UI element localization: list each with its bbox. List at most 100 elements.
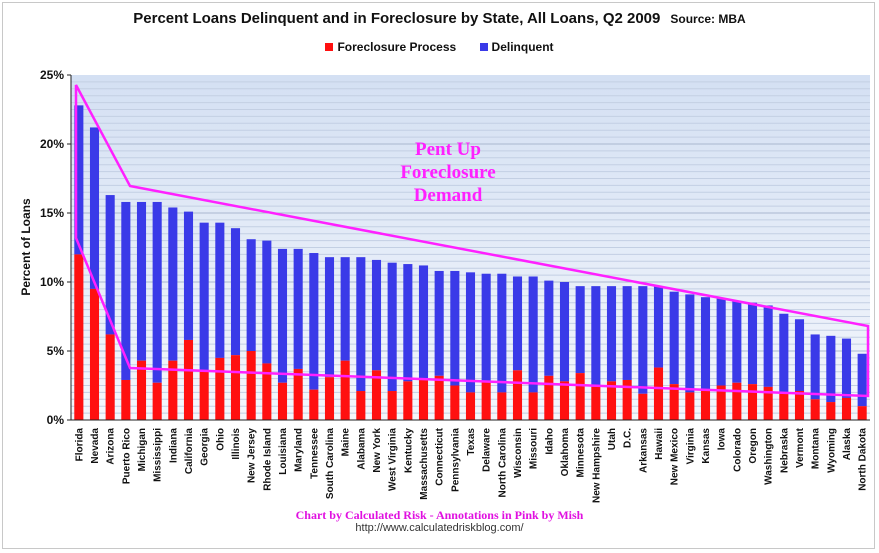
- bar-delinquent-california: [183, 211, 194, 340]
- x-tick-label: Maine: [341, 428, 352, 457]
- bar-foreclosure-new-mexico: [669, 384, 679, 420]
- bar-delinquent-montana: [810, 334, 820, 400]
- bar-foreclosure-florida: [74, 254, 84, 420]
- x-tick-label: Utah: [607, 428, 618, 450]
- bar-foreclosure-washington: [763, 386, 773, 420]
- legend-swatch-foreclosure: [325, 42, 334, 51]
- bar-delinquent-wisconsin: [512, 276, 523, 371]
- x-tick-label: Louisiana: [278, 428, 289, 475]
- bar-foreclosure-louisiana: [277, 382, 288, 420]
- bar-delinquent-nebraska: [779, 313, 789, 394]
- bar-foreclosure-montana: [810, 399, 820, 420]
- bar-foreclosure-south-carolina: [324, 377, 335, 420]
- bar-delinquent-arkansas: [638, 286, 648, 394]
- x-tick-label: Oregon: [748, 428, 759, 464]
- bar-delinquent-oregon: [747, 302, 758, 385]
- bar-delinquent-texas: [465, 272, 476, 393]
- x-tick-label: Alabama: [356, 428, 367, 470]
- bar-foreclosure-kansas: [700, 391, 711, 420]
- bar-foreclosure-nevada: [89, 288, 100, 420]
- x-tick-label: Massachusetts: [419, 428, 430, 500]
- bar-foreclosure-utah: [606, 381, 617, 420]
- bar-delinquent-alabama: [356, 257, 366, 392]
- bar-foreclosure-delaware: [481, 381, 491, 420]
- bar-delinquent-minnesota: [575, 286, 585, 374]
- y-axis: 0% 5% 10% 15% 20% 25%: [40, 68, 72, 427]
- x-tick-label: Oklahoma: [560, 428, 571, 477]
- legend-item-foreclosure: Foreclosure Process: [325, 40, 456, 54]
- bar-delinquent-south-carolina: [324, 257, 335, 378]
- x-tick-label: New York: [372, 428, 383, 473]
- x-tick-label: Colorado: [732, 428, 743, 472]
- bar-delinquent-new-jersey: [246, 239, 256, 351]
- bar-delinquent-utah: [606, 286, 617, 382]
- bar-delinquent-d-c-: [622, 286, 632, 380]
- bar-delinquent-maryland: [293, 248, 303, 369]
- y-axis-title: Percent of Loans: [19, 198, 33, 296]
- bar-foreclosure-georgia: [199, 371, 209, 420]
- x-tick-label: Iowa: [717, 428, 728, 451]
- x-tick-label: Washington: [764, 428, 775, 485]
- bar-delinquent-wyoming: [826, 335, 836, 403]
- bar-delinquent-rhode-island: [262, 240, 272, 364]
- x-tick-label: West Virginia: [388, 428, 399, 491]
- bar-delinquent-kansas: [700, 297, 711, 392]
- x-tick-label: Kentucky: [403, 428, 414, 473]
- y-tick-label: 25%: [40, 68, 64, 82]
- bar-foreclosure-tennessee: [309, 389, 319, 420]
- x-tick-label: Missouri: [529, 428, 540, 469]
- bar-foreclosure-virginia: [685, 392, 695, 420]
- bar-foreclosure-new-york: [371, 370, 382, 420]
- x-tick-label: New Hampshire: [591, 428, 602, 503]
- bar-foreclosure-alabama: [356, 391, 366, 420]
- bar-delinquent-virginia: [685, 294, 695, 393]
- x-tick-label: Texas: [466, 428, 477, 456]
- y-tick-label: 20%: [40, 137, 64, 151]
- bar-delinquent-mississippi: [152, 201, 162, 383]
- x-tick-label: Georgia: [200, 428, 211, 466]
- annotation-line-3: Demand: [414, 185, 483, 206]
- bar-foreclosure-colorado: [732, 382, 742, 420]
- bar-delinquent-florida: [74, 105, 84, 255]
- x-tick-label: Virginia: [685, 428, 696, 465]
- bar-foreclosure-oregon: [747, 384, 758, 420]
- annotation-line-2: Foreclosure: [400, 162, 495, 183]
- bar-foreclosure-idaho: [544, 375, 554, 420]
- bar-foreclosure-minnesota: [575, 373, 585, 420]
- x-tick-label: Kansas: [701, 428, 712, 464]
- bar-delinquent-tennessee: [309, 253, 319, 390]
- bar-foreclosure-mississippi: [152, 382, 162, 420]
- credit-annotations: Chart by Calculated Risk - Annotations i…: [295, 508, 584, 522]
- bar-foreclosure-massachusetts: [418, 378, 429, 420]
- bar-foreclosure-ohio: [215, 357, 225, 420]
- y-tick-label: 10%: [40, 275, 64, 289]
- bar-delinquent-alaska: [841, 338, 852, 398]
- bar-foreclosure-arkansas: [638, 393, 648, 420]
- bar-delinquent-north-dakota: [857, 353, 867, 407]
- bar-foreclosure-texas: [465, 392, 476, 420]
- bar-delinquent-pennsylvania: [450, 270, 460, 386]
- bar-delinquent-arizona: [105, 195, 115, 335]
- bar-foreclosure-michigan: [136, 360, 147, 420]
- bar-delinquent-new-york: [371, 259, 382, 371]
- bar-foreclosure-california: [183, 339, 194, 420]
- bar-foreclosure-alaska: [841, 397, 852, 420]
- chart-title: Percent Loans Delinquent and in Foreclos…: [0, 10, 879, 27]
- bar-delinquent-louisiana: [277, 248, 288, 383]
- bar-foreclosure-vermont: [794, 391, 805, 420]
- x-tick-label: Delaware: [482, 428, 493, 472]
- bar-foreclosure-new-jersey: [246, 351, 256, 420]
- x-tick-label: North Dakota: [858, 428, 869, 491]
- x-tick-label: Arizona: [106, 428, 117, 465]
- bars-group: [74, 105, 867, 420]
- legend-swatch-delinquent: [479, 42, 488, 51]
- x-tick-label: Maryland: [294, 428, 305, 472]
- x-axis: Florida Nevada Arizona Puerto Rico Michigan M…: [71, 419, 870, 503]
- credit-url: http://www.calculatedriskblog.com/: [355, 522, 524, 534]
- x-tick-label: Arkansas: [638, 428, 649, 473]
- bar-delinquent-idaho: [544, 280, 554, 376]
- x-tick-label: New Mexico: [670, 428, 681, 485]
- x-tick-label: South Carolina: [325, 428, 336, 500]
- bar-delinquent-oklahoma: [559, 282, 570, 382]
- bar-foreclosure-connecticut: [434, 375, 444, 420]
